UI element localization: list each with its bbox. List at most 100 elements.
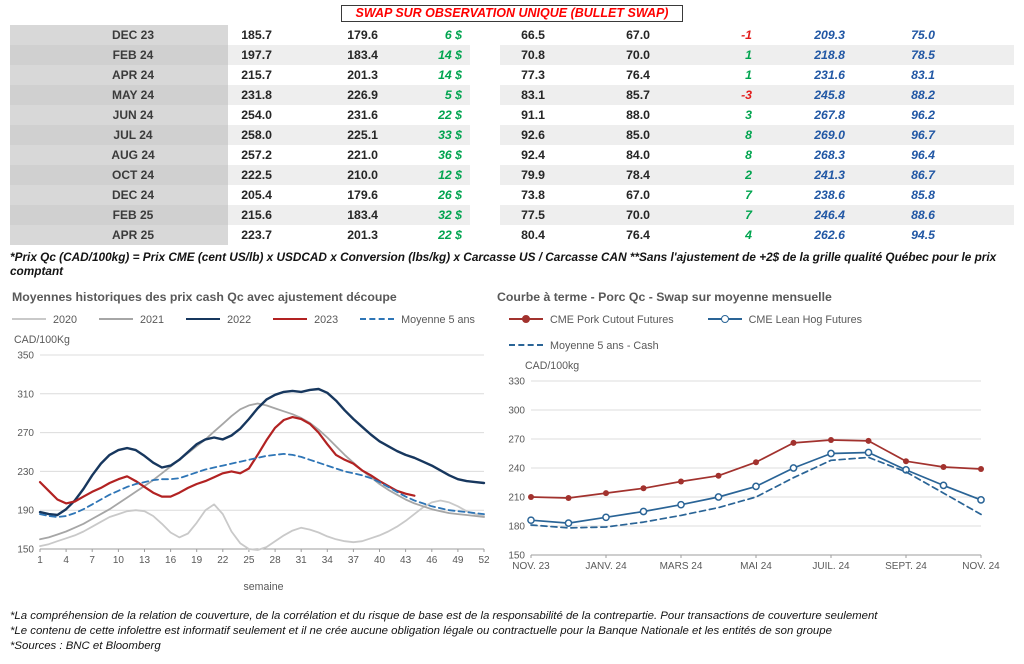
legend-label: Moyenne 5 ans	[401, 314, 475, 327]
svg-text:28: 28	[270, 555, 282, 566]
table-cell: 6 $	[444, 28, 462, 42]
table-cell: 75.0	[911, 28, 935, 42]
svg-text:300: 300	[508, 406, 525, 417]
row-label: JUN 24	[10, 105, 228, 125]
table-gap	[470, 225, 500, 245]
svg-text:49: 49	[452, 555, 464, 566]
table-cell: -3	[658, 85, 760, 105]
svg-text:210: 210	[508, 493, 525, 504]
table-cell: 32 $	[386, 205, 470, 225]
table-cell: 85.0	[553, 125, 658, 145]
table-cell: 231.6	[347, 108, 378, 122]
table-cell: 1	[745, 68, 752, 82]
table-tail	[943, 45, 1014, 65]
table-tail	[943, 225, 1014, 245]
legend-line-swatch	[509, 341, 543, 351]
table-row: DEC 24 205.4 179.6 26 $ 73.8 67.0 7 238.6 85.8	[10, 185, 1014, 205]
svg-text:10: 10	[113, 555, 125, 566]
table-cell: 201.3	[347, 228, 378, 242]
table-cell: 77.5	[500, 205, 553, 225]
svg-text:46: 46	[426, 555, 438, 566]
legend-marker-icon	[522, 315, 530, 324]
svg-text:190: 190	[17, 506, 34, 517]
legend-item: 2023	[273, 314, 338, 326]
legend-marker-icon	[720, 315, 729, 324]
table-cell: 77.3	[521, 68, 545, 82]
table-cell: 94.5	[911, 228, 935, 242]
table-cell: 226.9	[280, 85, 386, 105]
table-cell: 88.2	[853, 85, 943, 105]
svg-text:16: 16	[165, 555, 177, 566]
table-tail	[943, 25, 1014, 45]
svg-text:NOV. 23: NOV. 23	[512, 561, 550, 572]
table-tail	[943, 185, 1014, 205]
svg-text:52: 52	[478, 555, 490, 566]
row-label: FEB 25	[10, 205, 228, 225]
table-cell: 76.4	[626, 228, 650, 242]
svg-text:JUIL. 24: JUIL. 24	[812, 561, 850, 572]
table-gap	[470, 125, 500, 145]
historical-chart-plot: 150 190 230 270 310 350 1 4 7 10 13 16 19 22 25 28 31 34 3…	[17, 351, 490, 567]
table-cell: 14 $	[438, 68, 462, 82]
svg-text:180: 180	[508, 522, 525, 533]
chart-title: Moyennes historiques des prix cash Qc av…	[12, 290, 397, 305]
svg-text:19: 19	[191, 555, 203, 566]
table-row: FEB 24 197.7 183.4 14 $ 70.8 70.0 1 218.8 78.5	[10, 45, 1014, 65]
chart-legend: CME Pork Cutout Futures CME Lean Hog Futu…	[495, 314, 979, 352]
footnote-line: *Le contenu de cette infolettre est info…	[10, 625, 832, 638]
table-row: MAY 24 231.8 226.9 5 $ 83.1 85.7 -3 245.8 88.2	[10, 85, 1014, 105]
svg-text:31: 31	[296, 555, 308, 566]
table-row: APR 25 223.7 201.3 22 $ 80.4 76.4 4 262.6 94.5	[10, 225, 1014, 245]
svg-text:SEPT. 24: SEPT. 24	[885, 561, 927, 572]
legend-label: CME Lean Hog Futures	[748, 314, 863, 327]
footnotes: *La compréhension de la relation de couv…	[10, 609, 1014, 654]
table-cell: 96.2	[911, 108, 935, 122]
table-cell: 86.7	[853, 165, 943, 185]
svg-text:1: 1	[37, 555, 43, 566]
table-cell: 185.7	[241, 28, 272, 42]
table-row: OCT 24 222.5 210.0 12 $ 79.9 78.4 2 241.3 86.7	[10, 165, 1014, 185]
svg-text:43: 43	[400, 555, 412, 566]
table-cell: 238.6	[814, 188, 845, 202]
legend-line-swatch	[99, 315, 134, 325]
table-cell: 268.3	[814, 148, 845, 162]
table-cell: 67.0	[626, 28, 650, 42]
legend-item: 2022	[186, 314, 251, 326]
table-cell: 221.0	[347, 148, 378, 162]
table-cell: 4	[745, 228, 752, 242]
table-cell: 2	[658, 165, 760, 185]
table-cell: 3	[745, 108, 752, 122]
row-label: FEB 24	[10, 45, 228, 65]
legend-label: Moyenne 5 ans - Cash	[550, 340, 659, 353]
legend-label: 2020	[53, 314, 78, 327]
table-cell: 269.0	[760, 125, 853, 145]
table-row: AUG 24 257.2 221.0 36 $ 92.4 84.0 8 268.3 96.4	[10, 145, 1014, 165]
chart-forward-curve: Courbe à terme - Porc Qc - Swap sur moye…	[495, 290, 1014, 593]
table-cell: 85.8	[911, 188, 935, 202]
table-row: JUN 24 254.0 231.6 22 $ 91.1 88.0 3 267.8 96.2	[10, 105, 1014, 125]
table-cell: 254.0	[241, 108, 272, 122]
table-cell: -1	[741, 28, 752, 42]
table-cell: 1	[658, 45, 760, 65]
table-cell: 26 $	[438, 188, 462, 202]
table-cell: 12 $	[386, 165, 470, 185]
table-row: DEC 23 185.7 179.6 6 $ 66.5 67.0 -1 209.3 75.0	[10, 25, 1014, 45]
row-label: OCT 24	[10, 165, 228, 185]
table-gap	[470, 165, 500, 185]
table-tail	[943, 205, 1014, 225]
svg-text:330: 330	[508, 377, 525, 388]
x-axis-label: semaine	[243, 581, 284, 594]
table-cell: 88.0	[626, 108, 650, 122]
table-cell: 223.7	[241, 228, 272, 242]
chart-historical-prices: Moyennes historiques des prix cash Qc av…	[10, 290, 495, 593]
table-cell: 22 $	[438, 228, 462, 242]
table-cell: 70.0	[553, 45, 658, 65]
row-label: AUG 24	[10, 145, 228, 165]
forward-curve-plot: 150 180 210 240 270 300 330 NOV. 23 JANV. 24 MARS…	[508, 377, 1000, 573]
table-gap	[470, 105, 500, 125]
svg-text:150: 150	[508, 551, 525, 562]
table-cell: 210.0	[280, 165, 386, 185]
table-gap	[470, 45, 500, 65]
legend-item: CME Lean Hog Futures	[707, 314, 863, 327]
svg-text:34: 34	[322, 555, 334, 566]
